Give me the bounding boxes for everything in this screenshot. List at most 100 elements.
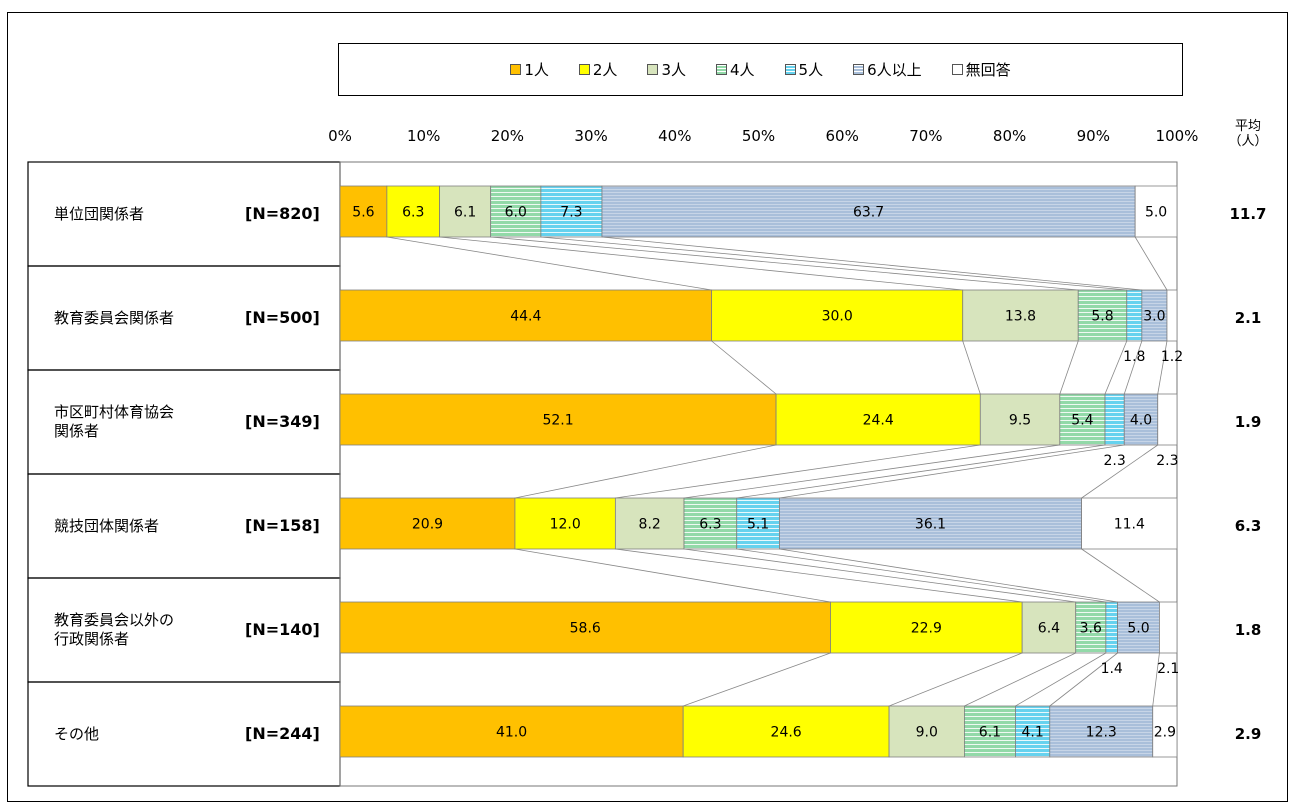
x-tick-label: 100% [1156,127,1199,145]
data-label: 2.3 [1104,453,1126,469]
data-label: 1.4 [1101,661,1123,677]
connector-line [711,340,777,395]
data-label: 6.0 [505,205,527,221]
sample-size-label: [N=244] [245,724,320,743]
connector-line [514,548,831,603]
category-box [27,681,341,787]
category-label: 競技団体関係者 [54,516,160,535]
connector-line [490,236,1079,291]
legend-swatch [578,64,590,75]
connector-line [1104,340,1128,395]
x-tick-label: 0% [328,127,352,145]
connector-line [439,236,963,291]
data-label: 9.5 [1009,413,1031,429]
x-tick-label: 70% [909,127,942,145]
connector-line [888,652,1023,707]
bar-segment [736,497,780,550]
connector-line [601,236,1142,291]
chart-legend: 1人 2人 3人 4人 5人 6人以上 無回答 [338,43,1183,96]
legend-swatch [853,64,865,75]
x-tick-label: 50% [742,127,775,145]
data-label: 3.0 [1143,309,1165,325]
bar-segment [711,289,964,342]
data-label: 22.9 [911,621,942,637]
connector-line [1059,340,1079,395]
x-tick-label: 10% [407,127,440,145]
connector-line [1134,236,1168,291]
legend-label: 2人 [592,61,618,79]
legend-item: 3人 [647,59,686,80]
data-label: 13.8 [1005,309,1036,325]
legend-label: 1人 [524,61,549,79]
connector-line [386,236,712,291]
data-label: 6.3 [699,517,721,533]
connector-line [736,444,1106,499]
legend-swatch [715,64,727,75]
connector-line [962,340,981,395]
bar-segment [1049,705,1154,758]
bar-segment [1141,289,1168,342]
average-value: 2.9 [1234,725,1262,743]
legend-item: 4人 [715,59,755,80]
bar-segment [1015,705,1051,758]
legend-item: 1人 [510,59,549,80]
connector-line [779,444,1125,499]
legend-item: 2人 [578,59,618,80]
data-label: 6.4 [1038,621,1060,637]
data-label: 52.1 [542,413,573,429]
sample-size-label: [N=820] [245,204,320,223]
plot-area-border [339,161,1178,787]
bar-segment [1159,601,1178,654]
legend-label: 無回答 [965,61,1011,79]
bar-segment [683,497,738,550]
category-box [27,265,341,371]
bar-segment [888,705,965,758]
bar-segment [775,393,981,446]
data-label: 4.1 [1021,725,1043,741]
data-label: 63.7 [853,205,884,221]
data-label: 6.1 [979,725,1001,741]
x-tick-label: 80% [993,127,1026,145]
bars [339,185,1178,758]
data-label: 2.1 [1157,661,1179,677]
bar-segment [1021,601,1077,654]
x-tick-label: 30% [574,127,607,145]
data-label: 24.6 [771,725,802,741]
bar-segment [1126,289,1143,342]
connector-line [779,548,1118,603]
bar-segment [490,185,542,238]
data-label: 2.9 [1154,725,1176,741]
connector-line [615,548,1023,603]
connector-line [683,444,1060,499]
sample-size-label: [N=158] [245,516,320,535]
x-tick-label: 60% [826,127,859,145]
average-value: 1.8 [1234,621,1262,639]
data-label: 2.3 [1156,453,1178,469]
data-label: 7.3 [560,205,582,221]
bar-segment [339,289,713,342]
bar-segment [964,705,1016,758]
data-label: 36.1 [915,517,946,533]
data-label: 58.6 [570,621,601,637]
connector-line [1081,548,1160,603]
category-label: 単位団関係者 [54,204,145,223]
sample-size-label: [N=349] [245,412,320,431]
category-box [27,473,341,579]
category-label: 教育委員会以外の 行政関係者 [54,611,175,648]
plot-area [339,161,1178,787]
data-label: 1.2 [1161,349,1183,365]
bar-segment [1152,705,1178,758]
connector-line [1152,652,1160,707]
legend-label: 6人以上 [867,61,922,79]
data-label: 44.4 [510,309,541,325]
connector-line [1081,444,1158,499]
bar-segment [339,393,777,446]
bar-segment [1157,393,1178,446]
bar-segment [979,393,1061,446]
legend-swatch [951,64,963,75]
data-labels: 5.6 6.3 6.1 6.0 7.3 63.7 5.0 44.4 30.0 13.8 5.8 1.8… [352,205,1183,741]
average-header: 平均 （人） [1228,119,1268,149]
legend-label: 4人 [729,61,755,79]
x-tick-label: 90% [1077,127,1110,145]
